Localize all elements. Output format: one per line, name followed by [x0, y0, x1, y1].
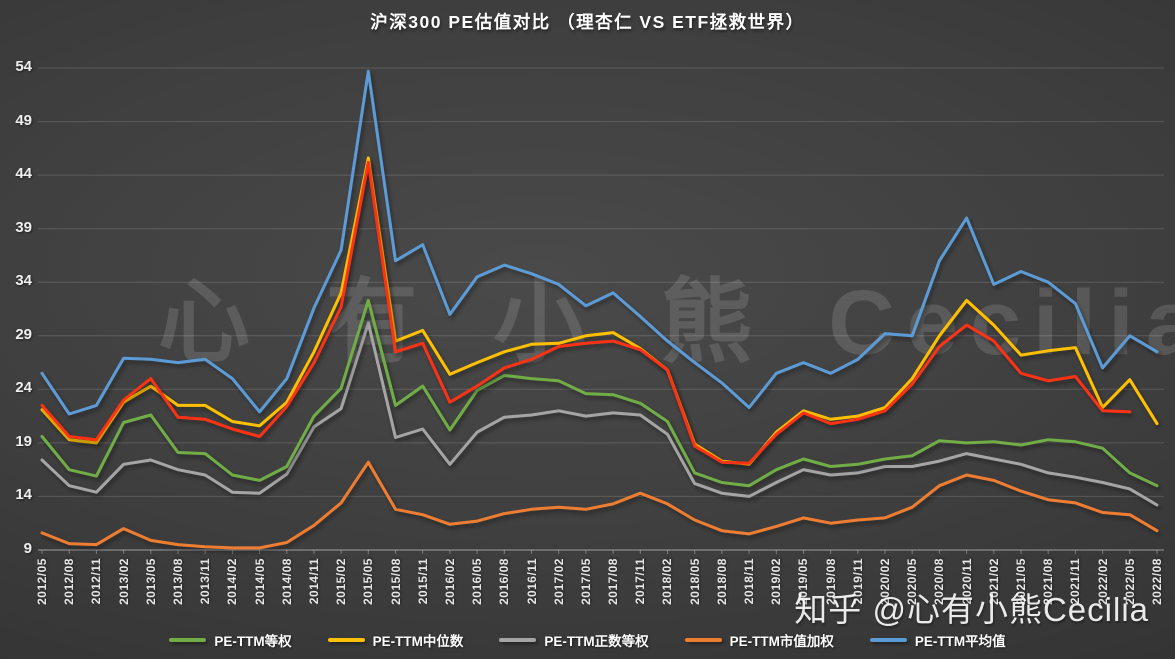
x-tick-label: 2013/05: [143, 558, 158, 605]
x-tick-label: 2022/08: [1150, 558, 1164, 605]
x-tick-label: 2014/02: [225, 558, 240, 605]
x-tick-label: 2017/02: [551, 558, 566, 605]
series-line-PE-TTM市值加权: [40, 460, 1159, 550]
x-tick-label: 2015/05: [361, 558, 376, 605]
legend-item: PE-TTM正数等权: [499, 630, 649, 650]
x-tick-label: 2013/08: [170, 558, 185, 605]
legend-item: PE-TTM中位数: [327, 630, 464, 650]
x-tick-label: 2012/05: [35, 558, 49, 605]
zhihu-watermark: 知乎 @心有小熊Cecilia: [794, 591, 1149, 628]
series-line-PE-TTM中位数: [40, 156, 1159, 466]
series-line-PE-TTM平均值: [40, 69, 1159, 416]
series-line-PE-TTM等权: [40, 298, 1159, 488]
y-tick-label: 34: [15, 272, 32, 290]
x-tick-label: 2017/08: [606, 558, 621, 605]
series-line-PE-TTM正数等权: [40, 321, 1159, 507]
x-tick-label: 2015/08: [388, 558, 403, 605]
x-tick-label: 2016/11: [524, 558, 539, 605]
x-tick-label: 2017/11: [633, 558, 648, 605]
legend-label: PE-TTM正数等权: [544, 634, 649, 649]
legend-item: PE-TTM市值加权: [684, 630, 834, 650]
legend-line-swatch: [327, 637, 365, 643]
legend-line-swatch: [869, 637, 907, 643]
y-tick-label: 24: [15, 379, 32, 397]
x-tick-label: 2018/02: [660, 558, 675, 605]
legend-label: PE-TTM中位数: [372, 634, 464, 649]
chart-legend: PE-TTM等权 PE-TTM中位数 PE-TTM正数等权 PE-TTM市值加权 PE-…: [0, 630, 1175, 650]
x-tick-label: 2013/11: [198, 558, 213, 605]
chart-title: 沪深300 PE估值对比 （理杏仁 VS ETF拯救世界）: [370, 12, 805, 32]
x-tick-label: 2014/11: [306, 558, 321, 605]
legend-line-swatch: [169, 637, 207, 643]
legend-label: PE-TTM市值加权: [729, 634, 834, 649]
x-tick-label: 2018/05: [687, 558, 702, 605]
y-tick-label: 44: [15, 165, 32, 183]
legend-label: PE-TTM等权: [214, 634, 292, 649]
x-tick-label: 2014/05: [252, 558, 267, 605]
y-tick-label: 19: [15, 432, 32, 450]
y-tick-label: 29: [15, 325, 32, 343]
y-tick-label: 39: [15, 218, 32, 236]
x-tick-label: 2017/05: [578, 558, 593, 605]
legend-label: PE-TTM平均值: [914, 634, 1006, 649]
x-tick-label: 2015/02: [334, 558, 349, 605]
x-tick-label: 2016/02: [442, 558, 457, 605]
legend-line-swatch: [684, 637, 722, 643]
y-tick-label: 14: [15, 486, 32, 504]
x-tick-label: 2018/11: [742, 558, 757, 605]
x-tick-label: 2016/08: [497, 558, 512, 605]
x-tick-label: 2013/02: [116, 558, 131, 605]
legend-item: PE-TTM等权: [169, 630, 292, 650]
x-tick-label: 2018/08: [714, 558, 729, 605]
y-tick-label: 9: [23, 540, 32, 557]
y-tick-label: 49: [15, 111, 32, 129]
y-tick-label: 54: [15, 58, 32, 75]
legend-line-swatch: [499, 637, 537, 643]
x-tick-label: 2012/08: [62, 558, 77, 605]
x-tick-label: 2014/08: [279, 558, 294, 605]
series-line-unlabeled-red-series: [40, 160, 1132, 465]
x-tick-label: 2015/11: [415, 558, 430, 605]
legend-item: PE-TTM平均值: [869, 630, 1006, 650]
x-tick-label: 2012/11: [89, 558, 104, 605]
x-tick-label: 2019/02: [769, 558, 784, 605]
x-tick-label: 2016/05: [470, 558, 485, 605]
